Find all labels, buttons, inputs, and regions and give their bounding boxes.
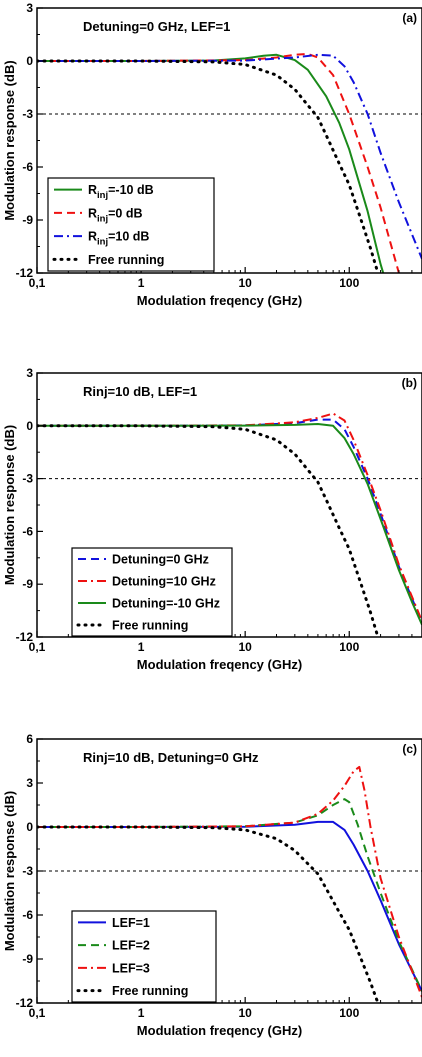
- legend: Rinj=-10 dB Rinj=0 dB Rinj=10 dB Free runni…: [47, 177, 215, 272]
- y-tick-label: -6: [22, 524, 33, 538]
- y-tick-label: -9: [22, 577, 33, 591]
- chart-panel-2: 0,1 1 10 100 3 0 -3 -6 -9 -12 Modulation freqency …: [2, 366, 422, 672]
- legend-entry: Rinj=0 dB: [88, 206, 143, 224]
- legend-box: [71, 910, 217, 1003]
- legend-entry: Detuning=0 GHz: [112, 553, 209, 567]
- annotation-text: Detuning=0 GHz, LEF=1: [83, 19, 230, 34]
- legend-entry: Detuning=10 GHz: [112, 575, 216, 589]
- legend-box: [47, 177, 215, 272]
- series-line-2: [37, 412, 422, 622]
- y-axis-label: Modulation response (dB): [2, 791, 17, 951]
- legend-entry: Detuning=-10 GHz: [112, 597, 220, 611]
- y-tick-label: -6: [22, 160, 33, 174]
- y-tick-label: 6: [26, 732, 33, 746]
- x-tick-label: 1: [138, 276, 145, 290]
- panel-label: (c): [402, 742, 417, 756]
- y-tick-label: -3: [22, 472, 33, 486]
- y-tick-label: -3: [22, 107, 33, 121]
- legend-entry: Rinj=10 dB: [88, 230, 149, 248]
- legend-entry: Rinj=-10 dB: [88, 183, 154, 201]
- x-tick-label: 0,1: [29, 276, 46, 290]
- y-tick-label: -12: [16, 266, 34, 280]
- y-tick-label: -6: [22, 908, 33, 922]
- x-tick-label: 100: [339, 1006, 359, 1020]
- annotation-text: Rinj=10 dB, LEF=1: [83, 384, 197, 399]
- series-line-2: [37, 798, 422, 992]
- series-line-4: [37, 59, 380, 273]
- legend-entry: Free running: [112, 619, 188, 633]
- x-tick-label: 10: [238, 276, 252, 290]
- series-line-3: [37, 765, 422, 998]
- series-line-3: [37, 423, 422, 626]
- y-axis-label: Modulation response (dB): [2, 60, 17, 220]
- y-tick-label: 3: [26, 366, 33, 380]
- x-axis-label: Modulation freqency (GHz): [137, 1023, 302, 1038]
- legend-entry: Free running: [88, 253, 164, 267]
- panel-label: (a): [402, 11, 417, 25]
- y-tick-label: 0: [26, 54, 33, 68]
- x-tick-label: 0,1: [29, 640, 46, 654]
- legend: Detuning=0 GHz Detuning=10 GHz Detuning=-1…: [71, 547, 233, 637]
- chart-panel-1: 0,1 1 10 100 3 0 -3 -6 -9 -12 Modulation freqency …: [2, 1, 422, 308]
- legend-box: [71, 547, 233, 637]
- legend: LEF=1 LEF=2 LEF=3 Free running: [71, 910, 217, 1003]
- x-tick-label: 10: [238, 1006, 252, 1020]
- y-tick-label: -9: [22, 952, 33, 966]
- panel-label: (b): [402, 376, 417, 390]
- y-tick-label: -12: [16, 630, 34, 644]
- legend-entry: LEF=1: [112, 916, 150, 930]
- x-tick-label: 10: [238, 640, 252, 654]
- series-line-4: [37, 424, 380, 637]
- series-line-4: [37, 825, 380, 1003]
- x-axis-label: Modulation freqency (GHz): [137, 293, 302, 308]
- x-tick-label: 1: [138, 640, 145, 654]
- y-axis-label: Modulation response (dB): [2, 425, 17, 585]
- x-tick-label: 100: [339, 276, 359, 290]
- series-line-3: [37, 53, 422, 260]
- chart-panel-3: 0,1 1 10 100 6 3 0 -3 -6 -9 -12 Modulation freqency…: [2, 732, 422, 1038]
- y-tick-label: 3: [26, 776, 33, 790]
- x-tick-label: 100: [339, 640, 359, 654]
- legend-entry: Free running: [112, 984, 188, 998]
- y-tick-label: 0: [26, 419, 33, 433]
- x-axis-label: Modulation freqency (GHz): [137, 657, 302, 672]
- series-line-2: [37, 52, 400, 273]
- legend-entry: LEF=3: [112, 961, 150, 975]
- y-tick-label: 0: [26, 820, 33, 834]
- y-tick-label: -12: [16, 996, 34, 1010]
- x-tick-label: 0,1: [29, 1006, 46, 1020]
- legend-entry: LEF=2: [112, 939, 150, 953]
- annotation-text: Rinj=10 dB, Detuning=0 GHz: [83, 750, 259, 765]
- y-tick-label: -9: [22, 213, 33, 227]
- y-tick-label: 3: [26, 1, 33, 15]
- x-tick-label: 1: [138, 1006, 145, 1020]
- y-tick-label: -3: [22, 864, 33, 878]
